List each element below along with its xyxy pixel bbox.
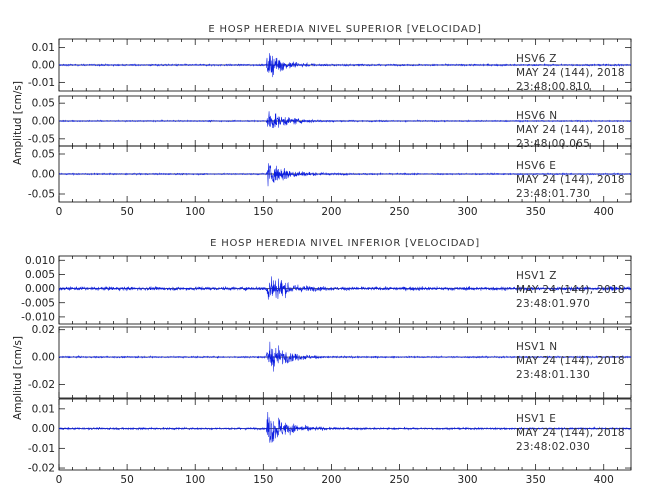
station-channel-label: HSV1 Z [516, 270, 557, 282]
panel-hsv1-z: 0.010 0.005 0.000 -0.005 -0.010 HSV1 Z MAY 24 … [21, 255, 632, 325]
upper-level-chart: E HOSP HEREDIA NIVEL SUPERIOR [VELOCIDAD… [12, 24, 632, 218]
x-tick-label: 50 [120, 206, 133, 218]
y-axis-label: Amplitud [cm/s] [12, 336, 24, 420]
y-tick-label: -0.05 [28, 133, 55, 145]
x-tick-label: 0 [56, 474, 63, 486]
record-time-label: 23:48:01.970 [516, 298, 590, 310]
y-tick-label: 0.02 [32, 324, 55, 336]
record-time-label: 23:48:01.130 [516, 369, 590, 381]
waveform-trace [59, 53, 631, 78]
waveform-trace [59, 341, 631, 372]
record-date-label: MAY 24 (144), 2018 [516, 284, 625, 296]
chart-title: E HOSP HEREDIA NIVEL INFERIOR [VELOCIDAD… [210, 238, 480, 249]
x-tick-label: 150 [253, 206, 273, 218]
y-tick-label: -0.05 [28, 189, 55, 201]
record-time-label: 23:48:01.730 [516, 188, 590, 200]
record-date-label: MAY 24 (144), 2018 [516, 355, 625, 367]
x-tick-label: 50 [120, 474, 133, 486]
record-date-label: MAY 24 (144), 2018 [516, 427, 625, 439]
panel-hsv6-e: 0.05 0.00 -0.05 HSV6 E MAY 24 (144), 2018 23:… [28, 145, 632, 203]
y-tick-label: 0.00 [32, 60, 55, 72]
x-tick-label: 100 [185, 474, 205, 486]
lower-level-chart: E HOSP HEREDIA NIVEL INFERIOR [VELOCIDAD… [12, 238, 632, 486]
y-tick-label: 0.00 [32, 116, 55, 128]
record-time-label: 23:48:00.810 [516, 81, 590, 93]
x-tick-label: 150 [253, 474, 273, 486]
y-tick-label: -0.02 [28, 463, 55, 475]
panel-hsv1-e: 0.01 0.00 -0.01 -0.02 HSV1 E MAY 24 (144), 20… [28, 398, 632, 475]
x-tick-label: 0 [56, 206, 63, 218]
y-tick-label: -0.01 [28, 77, 55, 89]
station-channel-label: HSV1 N [516, 341, 557, 353]
record-date-label: MAY 24 (144), 2018 [516, 67, 625, 79]
y-tick-label: 0.010 [25, 255, 55, 267]
record-time-label: 23:48:00.065 [516, 138, 590, 150]
y-tick-label: -0.005 [21, 297, 55, 309]
x-tick-label: 400 [594, 474, 614, 486]
waveform-trace [59, 276, 631, 300]
x-tick-label: 400 [594, 206, 614, 218]
record-date-label: MAY 24 (144), 2018 [516, 124, 625, 136]
x-tick-label: 300 [458, 474, 478, 486]
record-time-label: 23:48:02.030 [516, 441, 590, 453]
y-tick-label: 0.005 [25, 269, 55, 281]
x-tick-label: 300 [458, 206, 478, 218]
y-axis-label: Amplitud [cm/s] [12, 81, 24, 165]
station-channel-label: HSV1 E [516, 413, 556, 425]
x-tick-label: 200 [321, 206, 341, 218]
y-tick-label: 0.05 [32, 98, 55, 110]
waveform-trace [59, 163, 631, 187]
waveform-trace [59, 412, 631, 443]
y-tick-label: 0.00 [32, 352, 55, 364]
y-tick-label: 0.05 [32, 149, 55, 161]
y-tick-label: 0.000 [25, 283, 55, 295]
y-tick-label: -0.010 [21, 311, 55, 323]
record-date-label: MAY 24 (144), 2018 [516, 174, 625, 186]
y-tick-label: 0.00 [32, 423, 55, 435]
y-tick-label: -0.01 [28, 443, 55, 455]
panel-hsv6-z: 0.01 0.00 -0.01 HSV6 Z MAY 24 (144), 2018 23:… [28, 38, 632, 93]
x-tick-label: 100 [185, 206, 205, 218]
panel-hsv1-n: 0.02 0.00 -0.02 HSV1 N MAY 24 (144), 2018 23:… [28, 324, 632, 399]
chart-title: E HOSP HEREDIA NIVEL SUPERIOR [VELOCIDAD… [208, 24, 481, 35]
station-channel-label: HSV6 Z [516, 53, 557, 65]
y-tick-label: 0.00 [32, 169, 55, 181]
waveform-trace [59, 111, 631, 129]
x-tick-label: 250 [389, 474, 409, 486]
station-channel-label: HSV6 N [516, 110, 557, 122]
x-tick-label: 350 [526, 474, 546, 486]
y-tick-label: 0.01 [32, 42, 55, 54]
x-tick-label: 250 [389, 206, 409, 218]
station-channel-label: HSV6 E [516, 160, 556, 172]
x-tick-label: 350 [526, 206, 546, 218]
x-tick-label: 200 [321, 474, 341, 486]
panel-hsv6-n: 0.05 0.00 -0.05 HSV6 N MAY 24 (144), 2018 23:… [28, 95, 632, 150]
y-tick-label: 0.01 [32, 403, 55, 415]
y-tick-label: -0.02 [28, 379, 55, 391]
